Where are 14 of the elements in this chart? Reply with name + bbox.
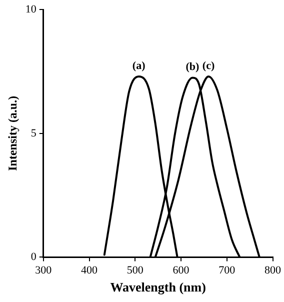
x-axis-title: Wavelength (nm) [110, 280, 206, 295]
x-tick-label: 400 [81, 264, 98, 277]
x-tick-label: 700 [218, 264, 236, 277]
x-tick-label: 300 [35, 264, 52, 277]
annotation: (b) [186, 61, 200, 74]
y-tick-label: 10 [25, 3, 37, 16]
y-tick-label: 5 [30, 127, 37, 140]
annotation: (c) [202, 60, 215, 72]
y-tick-label: 0 [30, 251, 37, 264]
x-tick-label: 500 [126, 264, 144, 277]
y-axis-title: Intensity (a.u.) [5, 96, 20, 171]
annotation: (a) [132, 60, 146, 72]
x-tick-label: 800 [264, 264, 282, 277]
x-tick-label: 600 [172, 264, 190, 277]
